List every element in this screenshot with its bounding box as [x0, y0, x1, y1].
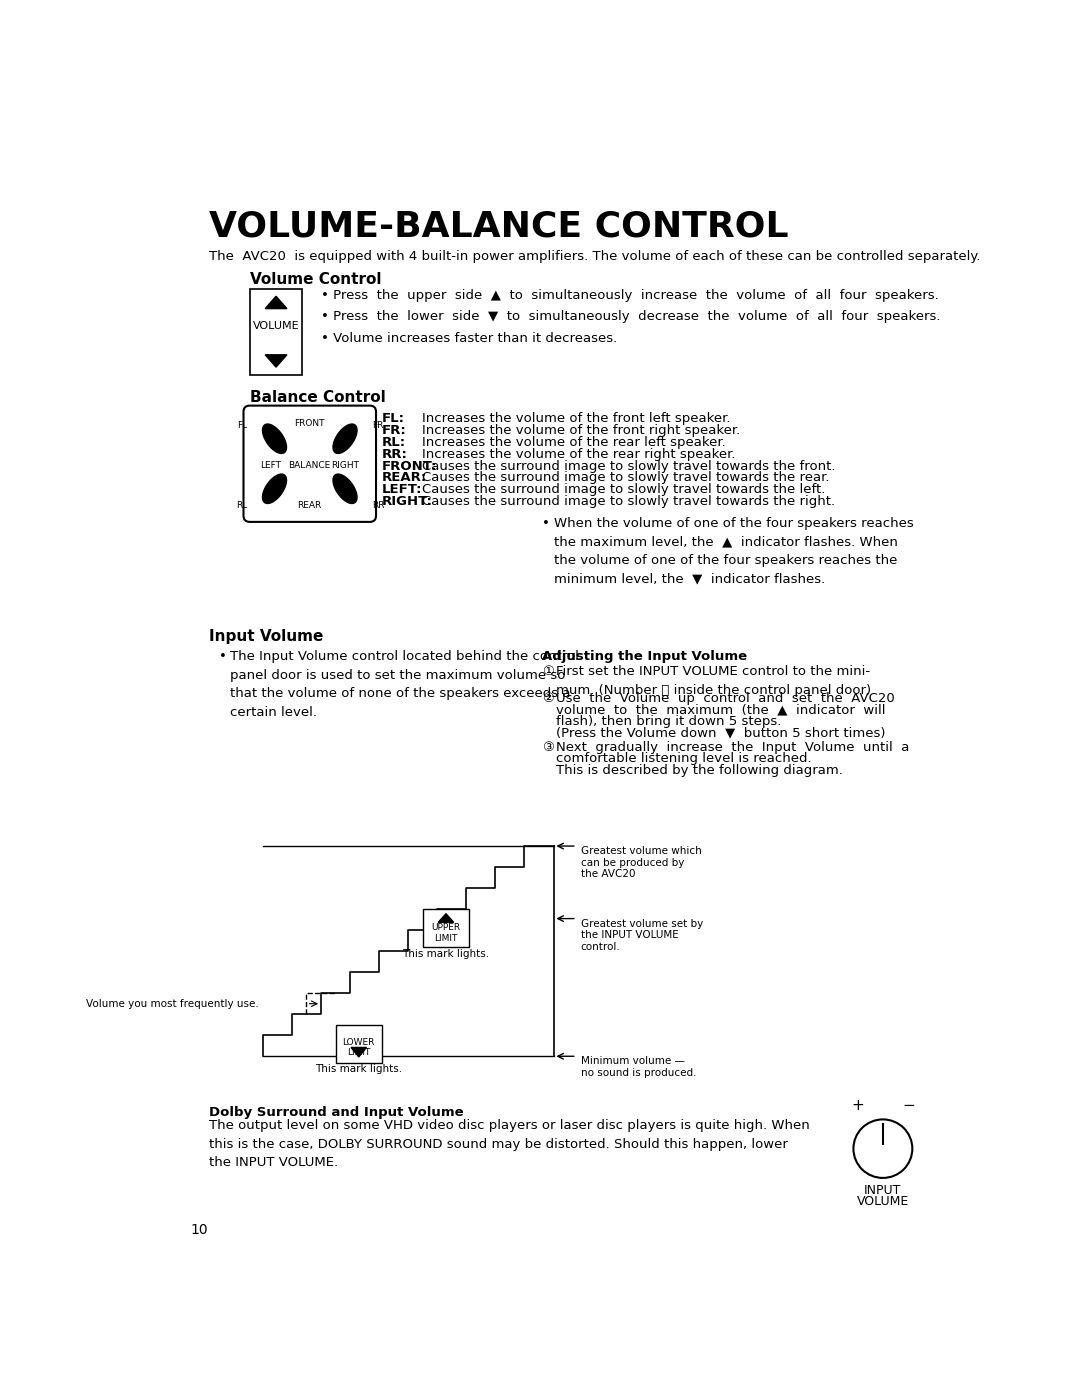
Text: Input Volume: Input Volume: [208, 629, 323, 644]
Text: This is described by the following diagram.: This is described by the following diagr…: [556, 764, 842, 776]
Text: Increases the volume of the rear right speaker.: Increases the volume of the rear right s…: [422, 448, 735, 460]
Text: Use  the  Volume  up  control  and  set  the  AVC20: Use the Volume up control and set the AV…: [556, 693, 894, 705]
Text: •: •: [542, 517, 550, 530]
Bar: [249, 288, 302, 374]
Text: RR: RR: [373, 501, 384, 509]
Polygon shape: [333, 424, 357, 453]
Text: FR: FR: [373, 421, 383, 430]
Polygon shape: [262, 424, 286, 453]
Text: Causes the surround image to slowly travel towards the right.: Causes the surround image to slowly trav…: [422, 495, 835, 508]
Text: RIGHT: RIGHT: [330, 462, 359, 470]
Text: The Input Volume control located behind the control
panel door is used to set th: The Input Volume control located behind …: [230, 651, 579, 719]
Text: ①: ①: [542, 665, 554, 677]
Text: FR:: FR:: [381, 424, 406, 437]
Text: •: •: [218, 651, 227, 664]
Text: Volume you most frequently use.: Volume you most frequently use.: [86, 999, 259, 1008]
Text: Balance Control: Balance Control: [249, 391, 386, 405]
Text: When the volume of one of the four speakers reaches
the maximum level, the  ▲  i: When the volume of one of the four speak…: [554, 517, 914, 586]
Text: UPPER
LIMIT: UPPER LIMIT: [431, 924, 460, 943]
Text: • Press  the  lower  side  ▼  to  simultaneously  decrease  the  volume  of  all: • Press the lower side ▼ to simultaneous…: [321, 310, 941, 323]
Text: FL: FL: [238, 421, 247, 430]
Text: The  AVC20  is equipped with 4 built-in power amplifiers. The volume of each of : The AVC20 is equipped with 4 built-in po…: [208, 250, 981, 263]
Text: comfortable listening level is reached.: comfortable listening level is reached.: [556, 753, 811, 765]
Text: −: −: [902, 1099, 915, 1113]
Text: Greatest volume set by
the INPUT VOLUME
control.: Greatest volume set by the INPUT VOLUME …: [581, 918, 703, 951]
Text: +: +: [851, 1099, 864, 1113]
Text: • Volume increases faster than it decreases.: • Volume increases faster than it decrea…: [321, 331, 618, 345]
Text: 10: 10: [191, 1223, 208, 1238]
Text: RL: RL: [237, 501, 247, 509]
Text: REAR: REAR: [297, 501, 322, 509]
Text: Causes the surround image to slowly travel towards the left.: Causes the surround image to slowly trav…: [422, 484, 825, 497]
Text: VOLUME: VOLUME: [253, 321, 299, 331]
Text: • Press  the  upper  side  ▲  to  simultaneously  increase  the  volume  of  all: • Press the upper side ▲ to simultaneous…: [321, 288, 939, 302]
Text: ②: ②: [542, 693, 554, 705]
Text: BALANCE: BALANCE: [288, 462, 330, 470]
Text: FL:: FL:: [381, 412, 404, 424]
FancyBboxPatch shape: [243, 406, 376, 522]
Text: RR:: RR:: [381, 448, 407, 460]
Text: Dolby Surround and Input Volume: Dolby Surround and Input Volume: [208, 1106, 463, 1120]
Text: Volume Control: Volume Control: [249, 271, 381, 287]
Text: This mark lights.: This mark lights.: [403, 949, 489, 958]
Text: VOLUME-BALANCE CONTROL: VOLUME-BALANCE CONTROL: [208, 209, 788, 243]
Polygon shape: [351, 1047, 366, 1057]
Text: This mark lights.: This mark lights.: [315, 1064, 403, 1074]
Text: Causes the surround image to slowly travel towards the front.: Causes the surround image to slowly trav…: [422, 459, 835, 473]
Text: The output level on some VHD video disc players or laser disc players is quite h: The output level on some VHD video disc …: [208, 1120, 809, 1170]
Polygon shape: [266, 355, 287, 367]
Text: (Press the Volume down  ▼  button 5 short times): (Press the Volume down ▼ button 5 short …: [556, 726, 886, 740]
Text: RIGHT:: RIGHT:: [381, 495, 432, 508]
Text: LOWER
LIMIT: LOWER LIMIT: [342, 1038, 375, 1057]
Text: First set the INPUT VOLUME control to the mini-
mum. (Number Ⓑ inside the contro: First set the INPUT VOLUME control to th…: [556, 665, 870, 697]
Text: INPUT: INPUT: [864, 1184, 902, 1198]
Polygon shape: [438, 914, 454, 922]
Bar: [422, 910, 469, 947]
Text: Increases the volume of the front left speaker.: Increases the volume of the front left s…: [422, 412, 730, 424]
Text: flash), then bring it down 5 steps.: flash), then bring it down 5 steps.: [556, 715, 781, 727]
Polygon shape: [262, 474, 286, 504]
Text: Next  gradually  increase  the  Input  Volume  until  a: Next gradually increase the Input Volume…: [556, 740, 909, 754]
Text: Greatest volume which
can be produced by
the AVC20: Greatest volume which can be produced by…: [581, 846, 701, 879]
Text: ③: ③: [542, 740, 554, 754]
Text: LEFT:: LEFT:: [381, 484, 422, 497]
Text: REAR:: REAR:: [381, 472, 427, 484]
Text: LEFT: LEFT: [260, 462, 282, 470]
Text: Minimum volume —
no sound is produced.: Minimum volume — no sound is produced.: [581, 1056, 697, 1078]
Bar: [336, 1025, 382, 1063]
Polygon shape: [333, 474, 357, 504]
Polygon shape: [266, 296, 287, 309]
Text: VOLUME: VOLUME: [856, 1195, 909, 1207]
Text: Adjusting the Input Volume: Adjusting the Input Volume: [542, 651, 747, 664]
Text: Causes the surround image to slowly travel towards the rear.: Causes the surround image to slowly trav…: [422, 472, 829, 484]
Text: Increases the volume of the rear left speaker.: Increases the volume of the rear left sp…: [422, 435, 726, 449]
Text: FRONT: FRONT: [294, 420, 325, 428]
Text: RL:: RL:: [381, 435, 406, 449]
Text: Increases the volume of the front right speaker.: Increases the volume of the front right …: [422, 424, 740, 437]
Text: volume  to  the  maximum  (the  ▲  indicator  will: volume to the maximum (the ▲ indicator w…: [556, 704, 886, 716]
Text: FRONT:: FRONT:: [381, 459, 437, 473]
